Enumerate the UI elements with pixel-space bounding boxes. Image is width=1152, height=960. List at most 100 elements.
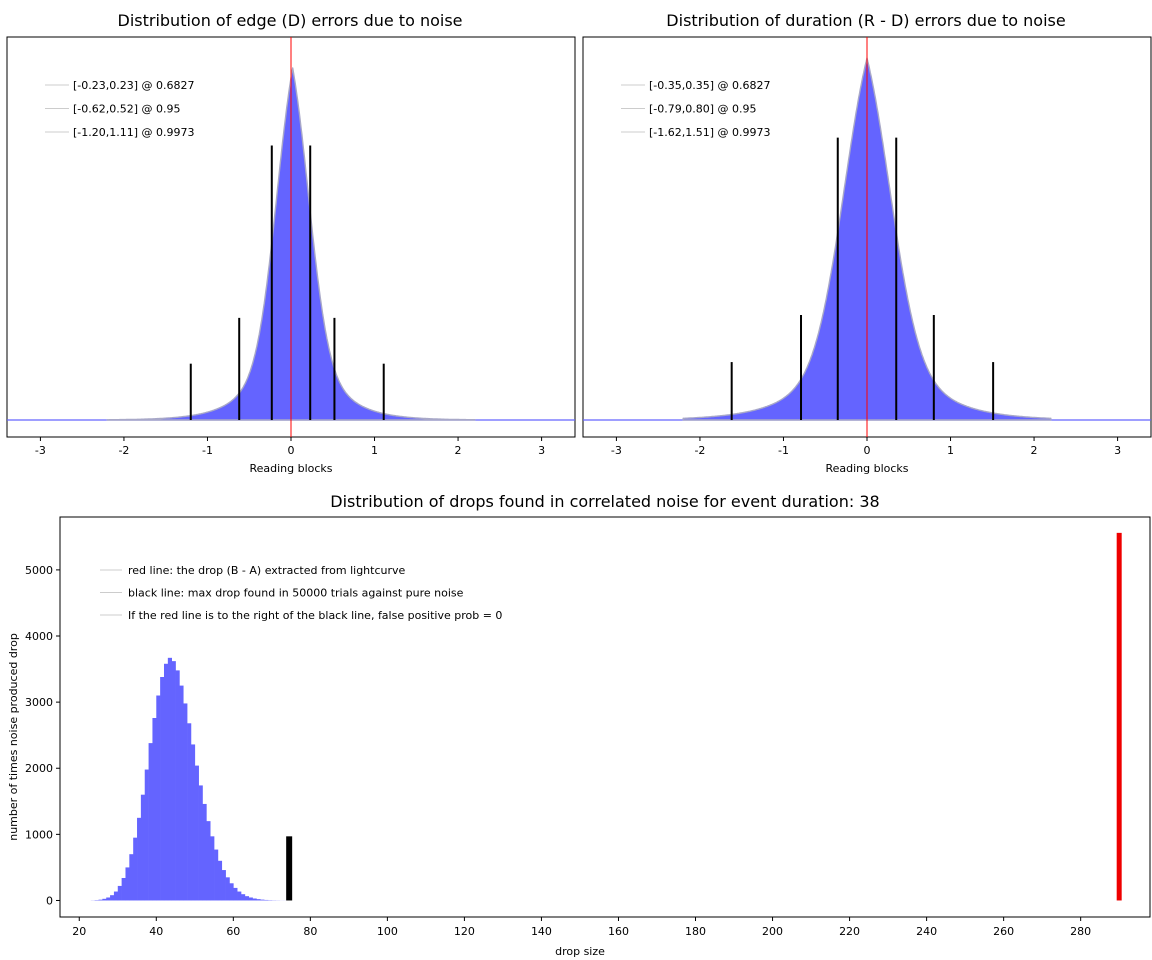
x-tick-label-3: 0 <box>864 444 871 457</box>
histogram-bar-18 <box>160 677 165 901</box>
x-tick-label-10: 220 <box>839 925 860 938</box>
x-tick-label-4: 1 <box>947 444 954 457</box>
edge-error-histogram: [-0.23,0.23] @ 0.6827 [-0.62,0.52] @ 0.95… <box>6 36 576 475</box>
histogram-bar-33 <box>217 860 223 901</box>
legend-entry-0: red line: the drop (B - A) extracted fro… <box>128 564 406 577</box>
chart2-title: Distribution of duration (R - D) errors … <box>666 11 1066 30</box>
max-noise-drop-line <box>286 836 293 901</box>
x-tick-label-5: 2 <box>455 444 462 457</box>
chart3-title: Distribution of drops found in correlate… <box>330 492 880 511</box>
duration-error-histogram: [-0.35,0.35] @ 0.6827 [-0.79,0.80] @ 0.95… <box>582 36 1152 475</box>
legend-entry-1: [-0.62,0.52] @ 0.95 <box>73 103 181 116</box>
x-axis-label: Reading blocks <box>825 462 908 475</box>
histogram-bar-42 <box>252 898 257 901</box>
histogram-bar-45 <box>264 899 269 901</box>
x-tick-label-4: 1 <box>371 444 378 457</box>
legend-entry-0: [-0.23,0.23] @ 0.6827 <box>73 79 195 92</box>
x-tick-label-2: 60 <box>226 925 240 938</box>
x-tick-label-5: 2 <box>1031 444 1038 457</box>
histogram-bar-22 <box>175 670 180 901</box>
x-tick-label-2: -1 <box>202 444 213 457</box>
x-tick-label-0: -3 <box>611 444 622 457</box>
histogram-bar-38 <box>237 891 242 901</box>
drop-distribution-histogram: red line: the drop (B - A) extracted fro… <box>7 516 1151 958</box>
x-tick-label-7: 160 <box>608 925 629 938</box>
x-tick-label-6: 140 <box>531 925 552 938</box>
x-tick-label-13: 280 <box>1070 925 1091 938</box>
x-axis-label: drop size <box>555 945 605 958</box>
histogram-bar-30 <box>206 821 211 901</box>
x-tick-label-6: 3 <box>1114 444 1121 457</box>
histogram-bar-31 <box>210 836 215 901</box>
histogram-bar-14 <box>144 769 149 901</box>
histogram-bar-3 <box>102 898 107 901</box>
x-tick-label-6: 3 <box>538 444 545 457</box>
histogram-bar-40 <box>244 896 250 901</box>
histogram-bar-7 <box>117 885 122 901</box>
y-tick-label-2: 2000 <box>25 762 53 775</box>
x-axis-label: Reading blocks <box>249 462 332 475</box>
histogram-bar-34 <box>221 870 226 901</box>
x-tick-label-3: 80 <box>303 925 317 938</box>
x-tick-label-1: 40 <box>149 925 163 938</box>
x-tick-label-1: -2 <box>694 444 705 457</box>
legend-entry-2: [-1.20,1.11] @ 0.9973 <box>73 126 195 139</box>
histogram-bar-5 <box>110 895 115 901</box>
histogram-bar-36 <box>229 883 234 901</box>
x-tick-label-5: 120 <box>454 925 475 938</box>
histogram-bar-6 <box>113 891 119 901</box>
x-tick-label-0: -3 <box>35 444 46 457</box>
histogram-bar-37 <box>233 887 238 901</box>
histogram-bar-10 <box>129 854 134 901</box>
histogram-bar-35 <box>225 877 230 901</box>
histogram-bar-25 <box>187 723 192 901</box>
y-tick-label-1: 1000 <box>25 828 53 841</box>
legend-entry-0: [-0.35,0.35] @ 0.6827 <box>649 79 771 92</box>
x-tick-label-9: 200 <box>762 925 783 938</box>
x-tick-label-12: 260 <box>993 925 1014 938</box>
histogram-bar-41 <box>248 897 253 901</box>
histogram-bar-24 <box>183 703 188 901</box>
histogram-bar-19 <box>163 663 169 901</box>
histogram-bar-23 <box>179 685 184 901</box>
legend-entry-1: [-0.79,0.80] @ 0.95 <box>649 103 757 116</box>
histogram-bar-43 <box>256 899 261 901</box>
histogram-bar-21 <box>171 661 176 901</box>
extracted-drop-line <box>1116 532 1122 901</box>
histogram-bar-9 <box>125 867 130 901</box>
histogram-bar-15 <box>148 743 153 901</box>
histogram-bar-8 <box>121 877 126 901</box>
histogram-bar-17 <box>156 695 161 901</box>
histogram-bar-13 <box>140 794 146 901</box>
x-tick-label-4: 100 <box>377 925 398 938</box>
y-tick-label-4: 4000 <box>25 630 53 643</box>
x-tick-label-0: 20 <box>72 925 86 938</box>
y-tick-label-3: 3000 <box>25 696 53 709</box>
histogram-bar-28 <box>198 785 203 901</box>
legend-entry-2: [-1.62,1.51] @ 0.9973 <box>649 126 771 139</box>
histogram-bar-16 <box>152 717 157 901</box>
x-tick-label-11: 240 <box>916 925 937 938</box>
histogram-bar-29 <box>202 803 207 901</box>
x-tick-label-2: -1 <box>778 444 789 457</box>
histogram-bar-12 <box>137 817 142 901</box>
x-tick-label-1: -2 <box>118 444 129 457</box>
histogram-bar-27 <box>194 765 199 901</box>
histogram-bar-39 <box>241 894 246 901</box>
histogram-bar-2 <box>98 899 103 901</box>
plot-frame <box>59 516 1151 918</box>
y-tick-label-5: 5000 <box>25 564 53 577</box>
legend-entry-2: If the red line is to the right of the b… <box>128 609 502 622</box>
y-tick-label-0: 0 <box>46 894 53 907</box>
histogram-bar-44 <box>260 899 265 901</box>
histogram-bar-26 <box>190 744 196 901</box>
histogram-bar-4 <box>106 897 111 901</box>
x-tick-label-8: 180 <box>685 925 706 938</box>
histogram-bar-11 <box>133 837 138 901</box>
histogram-bar-20 <box>167 657 172 901</box>
chart1-title: Distribution of edge (D) errors due to n… <box>117 11 463 30</box>
histogram-bar-32 <box>214 849 219 901</box>
x-tick-label-3: 0 <box>288 444 295 457</box>
legend-entry-1: black line: max drop found in 50000 tria… <box>128 587 464 600</box>
y-axis-label: number of times noise produced drop <box>7 633 20 841</box>
